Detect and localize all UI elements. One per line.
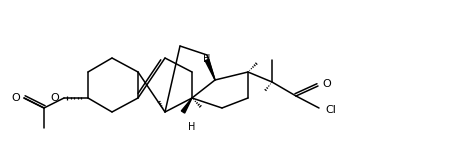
Text: H: H xyxy=(203,54,210,64)
Text: O: O xyxy=(321,79,330,89)
Polygon shape xyxy=(205,59,215,80)
Text: Cl: Cl xyxy=(324,105,335,115)
Text: O: O xyxy=(12,93,20,103)
Polygon shape xyxy=(181,98,192,113)
Text: H: H xyxy=(188,122,195,132)
Text: O: O xyxy=(51,93,59,103)
